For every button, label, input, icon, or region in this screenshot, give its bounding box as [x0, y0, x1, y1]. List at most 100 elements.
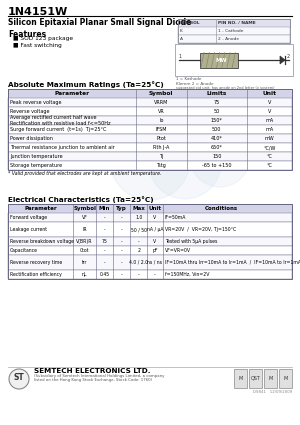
Text: Io: Io: [159, 118, 164, 123]
Text: 410*: 410*: [211, 136, 223, 141]
Bar: [8, 204, 292, 279]
Text: Reverse recovery time: Reverse recovery time: [10, 260, 62, 265]
Bar: [178, 35, 290, 43]
Bar: [8, 134, 292, 143]
Text: Forward voltage: Forward voltage: [10, 215, 47, 220]
Text: ns / ns: ns / ns: [148, 260, 163, 265]
Text: IF=50mA: IF=50mA: [165, 215, 186, 220]
Text: Limits: Limits: [207, 91, 227, 96]
Text: -: -: [104, 260, 105, 265]
Text: Absolute Maximum Ratings (Ta=25°C): Absolute Maximum Ratings (Ta=25°C): [8, 81, 164, 88]
Bar: [8, 161, 292, 170]
Text: MW: MW: [215, 57, 227, 62]
Text: Peak reverse voltage: Peak reverse voltage: [10, 100, 61, 105]
Text: mW: mW: [264, 136, 274, 141]
Text: trr: trr: [82, 260, 87, 265]
Text: Klemm 2 = Anode: Klemm 2 = Anode: [176, 82, 214, 85]
Text: Unit: Unit: [148, 206, 161, 211]
Bar: [8, 125, 292, 134]
Text: Parameter: Parameter: [54, 91, 89, 96]
Text: Symbol: Symbol: [149, 91, 174, 96]
Circle shape: [110, 120, 190, 200]
Text: VRRM: VRRM: [154, 100, 169, 105]
Text: 75: 75: [214, 100, 220, 105]
Text: 650*: 650*: [211, 145, 223, 150]
Text: f=150MHz, Vin=2V: f=150MHz, Vin=2V: [165, 272, 209, 277]
Text: mA: mA: [265, 118, 273, 123]
Text: Parameter: Parameter: [24, 206, 57, 211]
Text: -: -: [104, 215, 105, 220]
Text: Min: Min: [99, 206, 110, 211]
Text: nA / μA: nA / μA: [147, 227, 163, 232]
Text: -: -: [138, 272, 140, 277]
Text: -: -: [138, 239, 140, 244]
Text: pF: pF: [152, 248, 158, 253]
Text: * Valid provided that electrodes are kept at ambient temperature.: * Valid provided that electrodes are kep…: [8, 171, 161, 176]
Text: IFSM: IFSM: [156, 127, 167, 132]
Text: Max: Max: [132, 206, 145, 211]
Bar: [8, 116, 292, 125]
Text: °C/W: °C/W: [263, 145, 275, 150]
Text: -: -: [154, 272, 156, 277]
Bar: [249, 369, 262, 388]
Text: Power dissipation: Power dissipation: [10, 136, 53, 141]
Circle shape: [190, 127, 250, 187]
Text: -65 to +150: -65 to +150: [202, 163, 232, 168]
Text: SEMTECH ELECTRONICS LTD.: SEMTECH ELECTRONICS LTD.: [34, 368, 151, 374]
Text: 1: 1: [178, 54, 182, 59]
Bar: [200, 53, 238, 68]
Text: DS841   12/09/2009: DS841 12/09/2009: [253, 390, 292, 394]
Text: QST: QST: [250, 376, 260, 380]
Text: -: -: [121, 260, 122, 265]
Bar: [234, 369, 247, 388]
Bar: [178, 27, 290, 35]
Text: -: -: [104, 227, 105, 232]
Text: Rth J-A: Rth J-A: [153, 145, 170, 150]
Text: Capacitance: Capacitance: [10, 248, 38, 253]
Text: Conditions: Conditions: [205, 206, 238, 211]
Bar: [8, 143, 292, 152]
Bar: [178, 19, 290, 27]
Text: VF=VR=0V: VF=VR=0V: [165, 248, 191, 253]
Text: VR=20V  /  VR=20V, Tj=150°C: VR=20V / VR=20V, Tj=150°C: [165, 227, 236, 232]
Text: Ctot: Ctot: [80, 248, 89, 253]
Text: Electrical Characteristics (Ta=25°C): Electrical Characteristics (Ta=25°C): [8, 196, 154, 203]
Bar: [8, 107, 292, 116]
Text: Leakage current: Leakage current: [10, 227, 47, 232]
Text: 150: 150: [212, 154, 221, 159]
Text: 500: 500: [212, 127, 221, 132]
Text: °C: °C: [266, 154, 272, 159]
Bar: [8, 213, 292, 222]
Bar: [8, 89, 292, 170]
Text: (Subsidiary of Semtech International Holdings Limited, a company: (Subsidiary of Semtech International Hol…: [34, 374, 164, 378]
Text: 4.0 / 2.0: 4.0 / 2.0: [129, 260, 148, 265]
Text: -: -: [104, 248, 105, 253]
Text: Unit: Unit: [262, 91, 276, 96]
Text: Reverse breakdown voltage: Reverse breakdown voltage: [10, 239, 74, 244]
Text: Ptot: Ptot: [156, 136, 166, 141]
Text: M: M: [238, 376, 243, 380]
Text: PIN NO. / NAME: PIN NO. / NAME: [218, 21, 256, 25]
Text: Average rectified current half wave
Rectification with resistive load f<=50Hz: Average rectified current half wave Rect…: [10, 115, 111, 126]
Bar: [178, 19, 290, 43]
Text: suggested std unit: has anode on 2nd letter (y system): suggested std unit: has anode on 2nd let…: [176, 86, 274, 90]
Text: -: -: [121, 272, 122, 277]
Text: 2: 2: [137, 248, 140, 253]
Text: 50 / 50: 50 / 50: [130, 227, 147, 232]
Text: -: -: [121, 215, 122, 220]
Text: ■ SOD 123 package: ■ SOD 123 package: [13, 36, 73, 41]
Text: V(BR)R: V(BR)R: [76, 239, 93, 244]
Bar: [8, 246, 292, 255]
Text: 1 = Kathode: 1 = Kathode: [176, 77, 201, 81]
Text: 50: 50: [214, 109, 220, 114]
Text: VR: VR: [158, 109, 165, 114]
Text: Tested with 5μA pulses: Tested with 5μA pulses: [165, 239, 217, 244]
Circle shape: [149, 127, 221, 199]
Text: M: M: [268, 376, 273, 380]
Bar: [175, 44, 293, 76]
Text: ■ Fast switching: ■ Fast switching: [13, 43, 62, 48]
Bar: [279, 369, 292, 388]
Text: VF: VF: [82, 215, 88, 220]
Text: Tj: Tj: [159, 154, 164, 159]
Text: A: A: [180, 37, 183, 41]
